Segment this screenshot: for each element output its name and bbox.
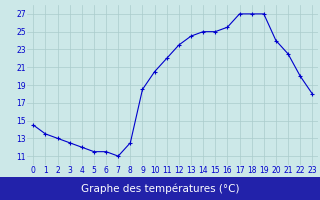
- Text: Graphe des températures (°C): Graphe des températures (°C): [81, 183, 239, 194]
